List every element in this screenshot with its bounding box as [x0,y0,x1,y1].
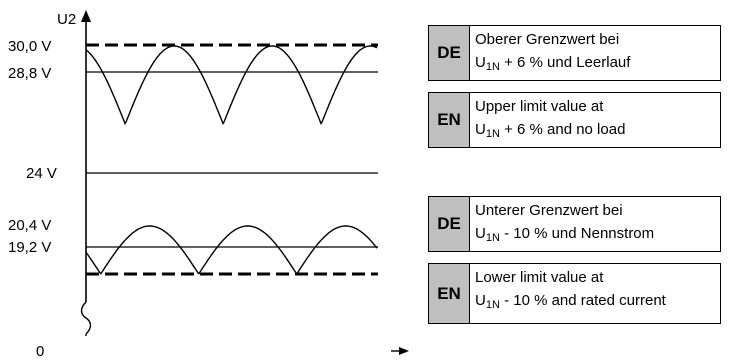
lang-code-de: DE [429,26,470,80]
tick-label-20-4v: 20,4 V [8,217,51,234]
tick-label-30v: 30,0 V [8,38,51,55]
y-axis-label: U2 [57,11,76,28]
y-axis-arrow [81,10,91,22]
legend-lower-de: DE Unterer Grenzwert bei U1N - 10 % und … [428,196,721,252]
legend-text: Unterer Grenzwert bei U1N - 10 % und Nen… [475,202,655,244]
lower-rectified-waveform [85,225,378,275]
tick-label-19-2v: 19,2 V [8,239,51,256]
legend-text: Oberer Grenzwert bei U1N + 6 % und Leerl… [475,31,631,73]
lang-code-en: EN [429,264,470,323]
y-axis-break [80,301,92,335]
legend-lower-en: EN Lower limit value at U1N - 10 % and r… [428,263,721,324]
legend-text: Upper limit value at U1N + 6 % and no lo… [475,98,626,140]
zero-label: 0 [36,343,44,360]
lang-code-en: EN [429,93,470,147]
legend-text: Lower limit value at U1N - 10 % and rate… [475,269,666,311]
legend-upper-de: DE Oberer Grenzwert bei U1N + 6 % und Le… [428,25,721,81]
tick-label-24v: 24 V [26,165,57,182]
legend-upper-en: EN Upper limit value at U1N + 6 % and no… [428,92,721,148]
tick-label-28-8v: 28,8 V [8,65,51,82]
upper-rectified-waveform [85,45,378,125]
lang-code-de: DE [429,197,470,251]
